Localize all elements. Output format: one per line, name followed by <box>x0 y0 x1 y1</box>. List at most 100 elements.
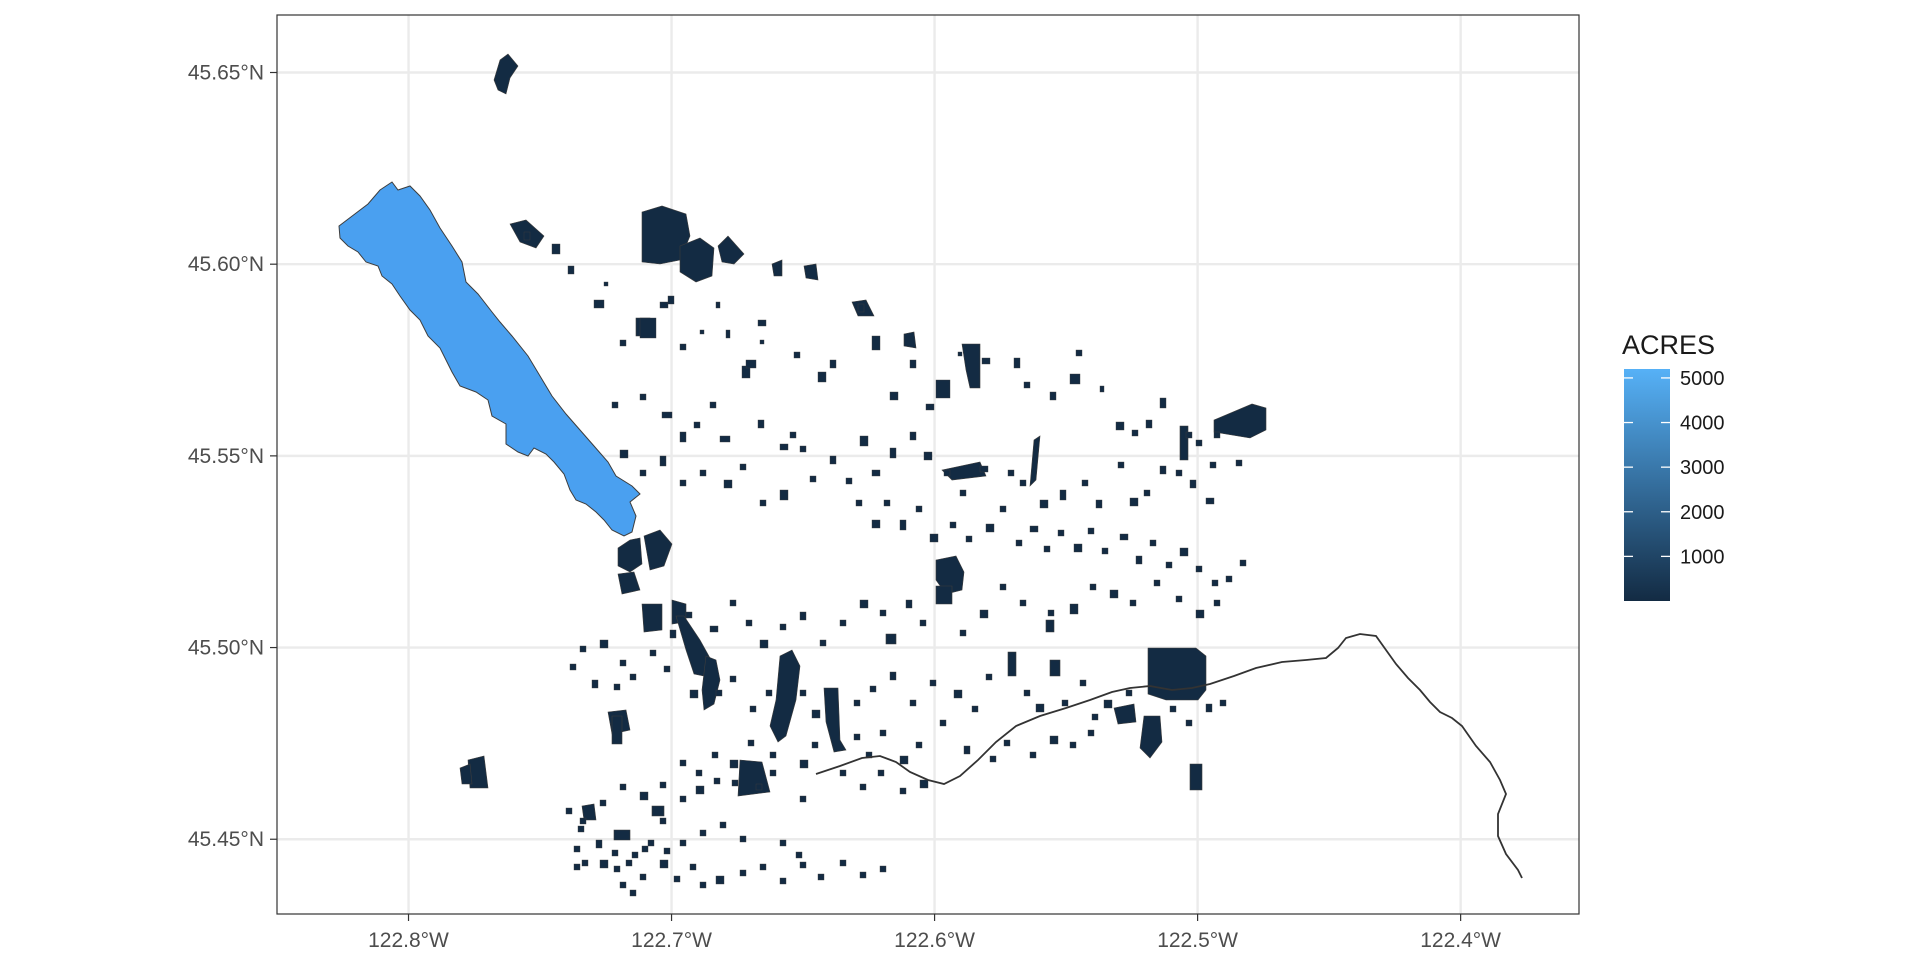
small-park <box>889 391 899 401</box>
park-large-northwest <box>338 181 641 537</box>
park-mid-j <box>935 585 953 605</box>
small-park <box>1015 539 1023 547</box>
small-park <box>715 301 721 309</box>
small-park <box>1069 373 1081 385</box>
park-north-b <box>679 237 715 283</box>
axis-ticks <box>270 71 1462 921</box>
park-mid-o <box>611 715 623 745</box>
small-park <box>1089 583 1097 591</box>
small-park <box>1073 543 1083 553</box>
small-park <box>699 881 707 889</box>
small-park <box>1057 529 1065 537</box>
small-park <box>1129 497 1139 507</box>
small-park <box>817 371 827 383</box>
small-park <box>685 611 693 619</box>
small-park <box>573 845 581 853</box>
small-park <box>789 431 797 439</box>
small-park <box>739 835 747 843</box>
small-park <box>899 519 907 531</box>
y-tick-label: 45.65°N <box>188 62 264 85</box>
small-park <box>1213 431 1221 439</box>
small-park <box>709 625 719 633</box>
small-park <box>757 419 765 429</box>
small-park <box>579 817 587 825</box>
small-park <box>1179 547 1189 557</box>
small-park <box>1029 525 1039 533</box>
small-park <box>979 465 989 473</box>
small-park <box>1061 699 1069 707</box>
small-park <box>989 755 997 763</box>
small-park <box>1101 547 1109 555</box>
park-east-big <box>1147 647 1207 701</box>
park-south-strip-d <box>823 687 847 753</box>
small-park <box>719 435 731 443</box>
small-park <box>679 795 687 803</box>
small-park <box>1235 459 1243 467</box>
small-park <box>713 777 721 785</box>
small-park <box>779 623 787 631</box>
park-east-d <box>1139 715 1163 759</box>
small-park <box>1213 599 1221 607</box>
small-park <box>639 873 647 881</box>
small-park <box>629 673 637 681</box>
small-park <box>619 339 627 347</box>
small-park <box>879 729 887 737</box>
small-park <box>1039 499 1049 509</box>
park-north-i <box>903 331 917 349</box>
small-park <box>729 599 737 607</box>
small-park <box>569 663 577 671</box>
grid-lines <box>277 15 1579 914</box>
small-park <box>679 343 687 351</box>
small-park <box>619 881 627 889</box>
small-park <box>1013 357 1021 369</box>
park-mid-a <box>961 343 981 389</box>
small-park <box>619 449 629 459</box>
small-park <box>731 779 739 787</box>
small-park <box>579 645 587 653</box>
small-park <box>719 821 727 829</box>
small-park <box>1219 699 1227 707</box>
small-park <box>919 779 929 789</box>
small-park <box>699 829 707 837</box>
small-park <box>779 489 789 501</box>
small-park <box>839 769 847 777</box>
small-park <box>957 351 963 357</box>
small-park <box>625 859 633 867</box>
small-park <box>939 719 947 727</box>
small-park <box>759 863 767 871</box>
small-park <box>581 859 589 867</box>
legend-break-label: 3000 <box>1680 457 1725 479</box>
small-park <box>1069 603 1079 615</box>
small-park <box>1159 465 1167 475</box>
small-park <box>1225 575 1233 583</box>
small-park <box>759 499 767 507</box>
small-park <box>1131 429 1139 437</box>
small-park <box>811 709 821 719</box>
small-park <box>723 479 733 489</box>
small-park <box>573 863 581 871</box>
small-park <box>799 611 807 621</box>
park-north-c <box>717 235 745 265</box>
small-park <box>985 673 993 681</box>
small-park <box>577 825 585 833</box>
park-east-c <box>1189 763 1203 791</box>
small-park <box>949 521 957 529</box>
y-tick-label: 45.60°N <box>188 253 264 276</box>
small-park <box>1019 599 1027 607</box>
small-park <box>715 875 725 885</box>
small-park <box>1099 385 1105 393</box>
small-park <box>929 679 937 687</box>
small-park <box>953 689 963 699</box>
small-park <box>595 839 603 849</box>
small-park <box>1023 689 1031 697</box>
small-park <box>799 759 809 769</box>
legend-break-label: 5000 <box>1680 368 1725 390</box>
small-park <box>1023 381 1031 389</box>
small-park <box>725 329 731 339</box>
small-park <box>659 817 667 825</box>
small-park <box>757 319 767 327</box>
small-park <box>909 699 917 707</box>
small-park <box>1145 419 1153 429</box>
small-park <box>1095 499 1103 509</box>
small-park <box>1115 421 1125 431</box>
